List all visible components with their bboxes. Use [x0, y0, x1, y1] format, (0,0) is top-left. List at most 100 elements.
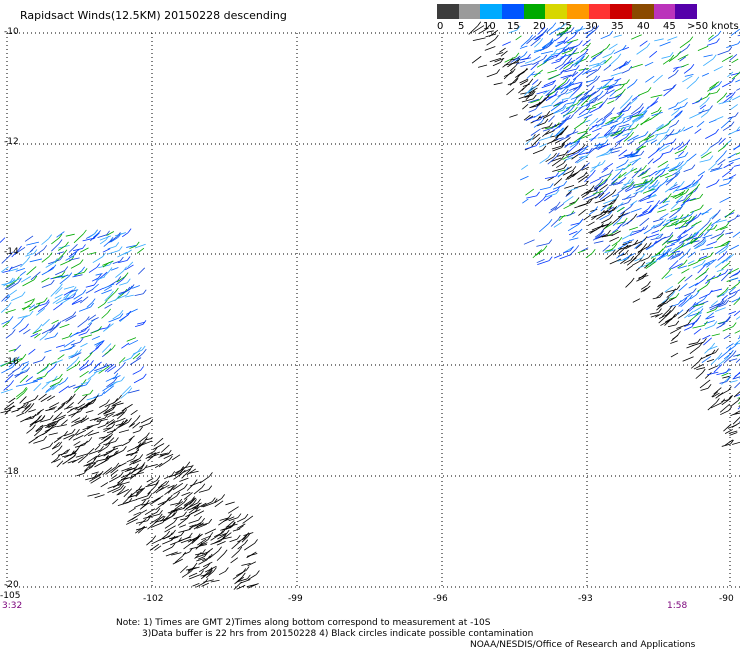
- wind-barb-feather: [548, 219, 553, 224]
- wind-barb: [65, 233, 75, 237]
- wind-barb: [643, 285, 651, 292]
- wind-barb-feather: [564, 26, 569, 32]
- wind-barb: [561, 117, 571, 122]
- wind-barb: [2, 270, 10, 273]
- wind-barb-feather: [136, 415, 141, 420]
- wind-barb-feather: [738, 296, 740, 299]
- wind-barb: [653, 239, 662, 245]
- wind-barb-feather: [66, 448, 70, 454]
- wind-barb-feather: [107, 308, 111, 314]
- wind-barb: [112, 488, 121, 494]
- wind-barb-feather: [635, 123, 639, 129]
- lon-label: -99: [288, 594, 303, 604]
- wind-barb: [635, 145, 647, 151]
- wind-barb: [709, 302, 721, 309]
- wind-barb: [656, 124, 669, 132]
- wind-barb: [674, 155, 686, 160]
- wind-barb: [52, 383, 60, 391]
- wind-barb-feather: [549, 133, 554, 138]
- wind-barb-feather: [718, 352, 723, 357]
- wind-barb-feather: [57, 320, 62, 326]
- wind-barb: [733, 164, 740, 167]
- wind-barb: [47, 367, 54, 373]
- wind-barb: [93, 231, 100, 238]
- wind-barb-feather: [569, 63, 574, 69]
- wind-barb: [79, 370, 89, 378]
- wind-barb: [523, 239, 535, 245]
- wind-barb: [4, 282, 16, 290]
- wind-barb: [613, 48, 624, 55]
- wind-barb: [66, 360, 77, 370]
- wind-barb-feather: [626, 79, 630, 84]
- wind-barb: [197, 538, 207, 546]
- wind-barb: [135, 525, 145, 534]
- wind-barb: [697, 171, 706, 177]
- wind-barb: [88, 462, 97, 469]
- wind-barb-feather: [8, 266, 13, 271]
- wind-barb: [631, 171, 639, 179]
- wind-barb-feather: [24, 388, 28, 393]
- wind-barb-feather: [560, 155, 565, 160]
- wind-barb: [73, 233, 84, 244]
- wind-barb: [477, 64, 488, 68]
- wind-barb-feather: [90, 360, 94, 365]
- wind-barb: [147, 520, 158, 530]
- wind-barb-feather: [591, 26, 596, 31]
- wind-barb: [737, 406, 740, 410]
- wind-barb: [132, 285, 140, 289]
- wind-barb-feather: [555, 172, 560, 177]
- wind-barb: [106, 365, 117, 373]
- wind-barb: [88, 449, 101, 455]
- wind-barb-feather: [532, 94, 537, 100]
- wind-barb: [553, 107, 563, 114]
- wind-barb: [121, 466, 133, 472]
- wind-barb: [638, 171, 644, 178]
- wind-barb: [562, 155, 570, 160]
- wind-barb: [699, 159, 711, 163]
- wind-barb-feather: [565, 166, 569, 172]
- wind-barb-feather: [82, 379, 87, 384]
- wind-barb: [600, 204, 609, 212]
- wind-barb: [589, 57, 596, 63]
- wind-barb: [555, 82, 568, 91]
- wind-barb: [563, 47, 571, 51]
- wind-barb: [188, 470, 199, 474]
- wind-barb: [674, 110, 683, 118]
- wind-barb: [617, 258, 627, 262]
- wind-barb: [617, 185, 628, 194]
- wind-barb: [196, 582, 206, 588]
- wind-barb: [119, 282, 128, 286]
- wind-barb-feather: [148, 494, 153, 499]
- wind-barb: [559, 254, 572, 260]
- wind-barb: [486, 30, 494, 33]
- wind-barb-feather: [676, 161, 681, 167]
- wind-barb: [599, 191, 611, 201]
- wind-barb: [733, 391, 740, 398]
- wind-barb: [20, 416, 32, 423]
- wind-barb: [618, 123, 630, 128]
- wind-barb: [117, 417, 126, 422]
- wind-barb: [651, 230, 660, 234]
- wind-barb-feather: [46, 301, 50, 306]
- wind-barb-feather: [699, 193, 704, 199]
- wind-barb: [114, 424, 122, 431]
- wind-barb: [704, 372, 712, 379]
- wind-barb: [94, 444, 101, 451]
- wind-barb: [721, 81, 732, 88]
- wind-barb: [639, 217, 650, 227]
- wind-barb: [711, 213, 718, 220]
- wind-barb: [157, 500, 167, 506]
- wind-barb: [680, 293, 692, 303]
- wind-barb-feather: [681, 180, 685, 186]
- wind-barb: [564, 142, 571, 148]
- wind-barb: [99, 239, 107, 245]
- wind-barb-feather: [563, 164, 568, 169]
- wind-barb: [3, 401, 15, 410]
- wind-barb: [611, 171, 621, 181]
- wind-barb: [547, 91, 556, 97]
- wind-barb: [547, 74, 560, 80]
- wind-barb: [692, 178, 701, 186]
- wind-barb: [717, 255, 725, 261]
- wind-barb: [139, 509, 148, 515]
- wind-barb-feather: [86, 316, 90, 321]
